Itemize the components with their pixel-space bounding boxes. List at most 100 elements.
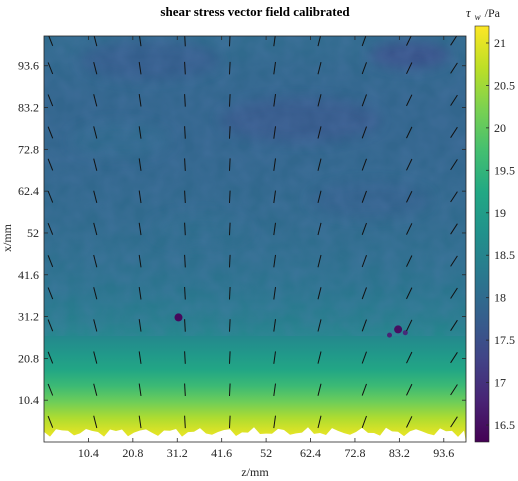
x-tick-label: 31.2 <box>167 446 188 460</box>
y-tick-label: 31.2 <box>18 310 39 324</box>
shear-vector <box>229 415 231 429</box>
shear-vector <box>273 61 276 75</box>
shear-vector <box>273 126 276 139</box>
low-spot <box>387 332 392 338</box>
shear-vector <box>450 255 458 267</box>
shear-vector <box>361 62 367 75</box>
shear-vector <box>93 287 98 300</box>
shear-vector <box>273 158 276 171</box>
y-tick-label: 72.8 <box>18 142 39 156</box>
x-tick-label: 20.8 <box>122 446 143 460</box>
colorbar-ticks: 16.5 17 17.5 18 18.5 19 19.5 20 20.5 21 <box>486 36 515 432</box>
shear-vector <box>229 94 231 107</box>
shear-vector <box>184 319 186 332</box>
y-tick-label: 20.8 <box>18 351 39 365</box>
shear-vector <box>361 255 367 268</box>
shear-vector <box>406 287 413 300</box>
shear-vector <box>138 351 142 364</box>
shear-vector <box>317 94 322 107</box>
shear-vector <box>138 319 142 332</box>
shear-vector <box>273 222 276 236</box>
colorbar-title-subscript: w <box>475 12 481 22</box>
y-tick-label: 83.2 <box>18 101 39 115</box>
shear-vector <box>184 286 186 300</box>
x-tick-label: 41.6 <box>211 446 232 460</box>
shear-vector <box>317 190 322 204</box>
low-spot <box>174 313 183 322</box>
shear-vector <box>317 415 322 429</box>
shear-vector <box>450 287 458 299</box>
shear-vector <box>138 190 142 204</box>
shear-vector <box>47 287 54 300</box>
shear-vector <box>406 62 413 75</box>
shear-vector <box>361 222 367 235</box>
colorbar-tick-label: 21 <box>494 36 506 50</box>
shear-vector <box>47 351 54 364</box>
shear-vector <box>138 61 142 75</box>
shear-vector <box>184 36 186 47</box>
x-tick-label: 52 <box>260 446 272 460</box>
shear-vector <box>47 255 54 268</box>
y-axis-ticks: 10.4 20.8 31.2 41.6 52 62.4 72.8 83.2 93.6 <box>18 59 466 407</box>
shear-vector <box>273 190 276 204</box>
low-spot <box>394 325 403 334</box>
shear-vector <box>229 126 231 139</box>
shear-vector <box>273 287 276 300</box>
x-axis-title: z/mm <box>241 465 269 479</box>
shear-vector <box>317 383 322 396</box>
x-tick-label: 62.4 <box>300 446 321 460</box>
shear-vector <box>406 255 413 267</box>
colorbar-tick-label: 17.5 <box>494 333 515 347</box>
shear-vector <box>93 158 98 171</box>
shear-vector <box>317 319 322 332</box>
shear-vector <box>361 351 367 364</box>
plot-area: 10.4 20.8 31.2 41.6 52 62.4 72.8 83.2 93.6 10.4 2… <box>18 35 467 460</box>
shear-vector <box>361 319 367 332</box>
shear-vector <box>450 126 458 138</box>
shear-vector <box>184 61 186 75</box>
colorbar: 16.5 17 17.5 18 18.5 19 19.5 20 20.5 21 τ w /Pa <box>466 5 515 443</box>
shear-vector <box>406 416 413 428</box>
x-tick-label: 83.2 <box>389 446 410 460</box>
shear-vector <box>450 352 458 364</box>
shear-vector <box>450 62 458 74</box>
shear-vector <box>361 158 367 171</box>
shear-vector <box>93 190 98 204</box>
shear-vector <box>138 287 142 300</box>
shear-vector <box>273 36 276 47</box>
shear-vector <box>406 158 413 171</box>
shear-vector <box>184 383 186 397</box>
shear-vector <box>138 94 142 107</box>
colorbar-tick-label: 19.5 <box>494 163 515 177</box>
shear-vector <box>47 158 54 171</box>
low-spot <box>402 330 408 336</box>
shear-vector <box>47 223 54 235</box>
unmeasured-edge <box>44 427 466 442</box>
shear-vector <box>317 351 322 364</box>
shear-vector <box>229 222 231 236</box>
shear-vector <box>184 158 186 171</box>
shear-vector <box>406 383 413 396</box>
low-stress-spots <box>174 313 408 338</box>
shear-vector <box>273 383 276 396</box>
colorbar-tick-label: 20 <box>494 121 506 135</box>
field-speckle <box>44 36 466 336</box>
shear-vector <box>317 222 322 236</box>
shear-vector <box>361 190 367 203</box>
colorbar-tick-label: 20.5 <box>494 78 515 92</box>
shear-vector <box>93 383 98 396</box>
shear-vector <box>47 62 54 75</box>
shear-vector <box>93 94 98 107</box>
chart-title: shear stress vector field calibrated <box>160 4 350 19</box>
shear-vector <box>406 223 413 235</box>
shear-vector <box>406 126 413 139</box>
shear-vector <box>450 191 458 203</box>
shear-vector <box>47 415 54 428</box>
shear-vector <box>450 36 458 46</box>
shear-vector <box>138 383 142 396</box>
colorbar-title-unit: /Pa <box>485 6 501 20</box>
shear-vector <box>229 286 231 300</box>
shear-vector <box>450 416 458 428</box>
y-tick-label: 52 <box>27 226 39 240</box>
shear-vector <box>450 384 458 396</box>
